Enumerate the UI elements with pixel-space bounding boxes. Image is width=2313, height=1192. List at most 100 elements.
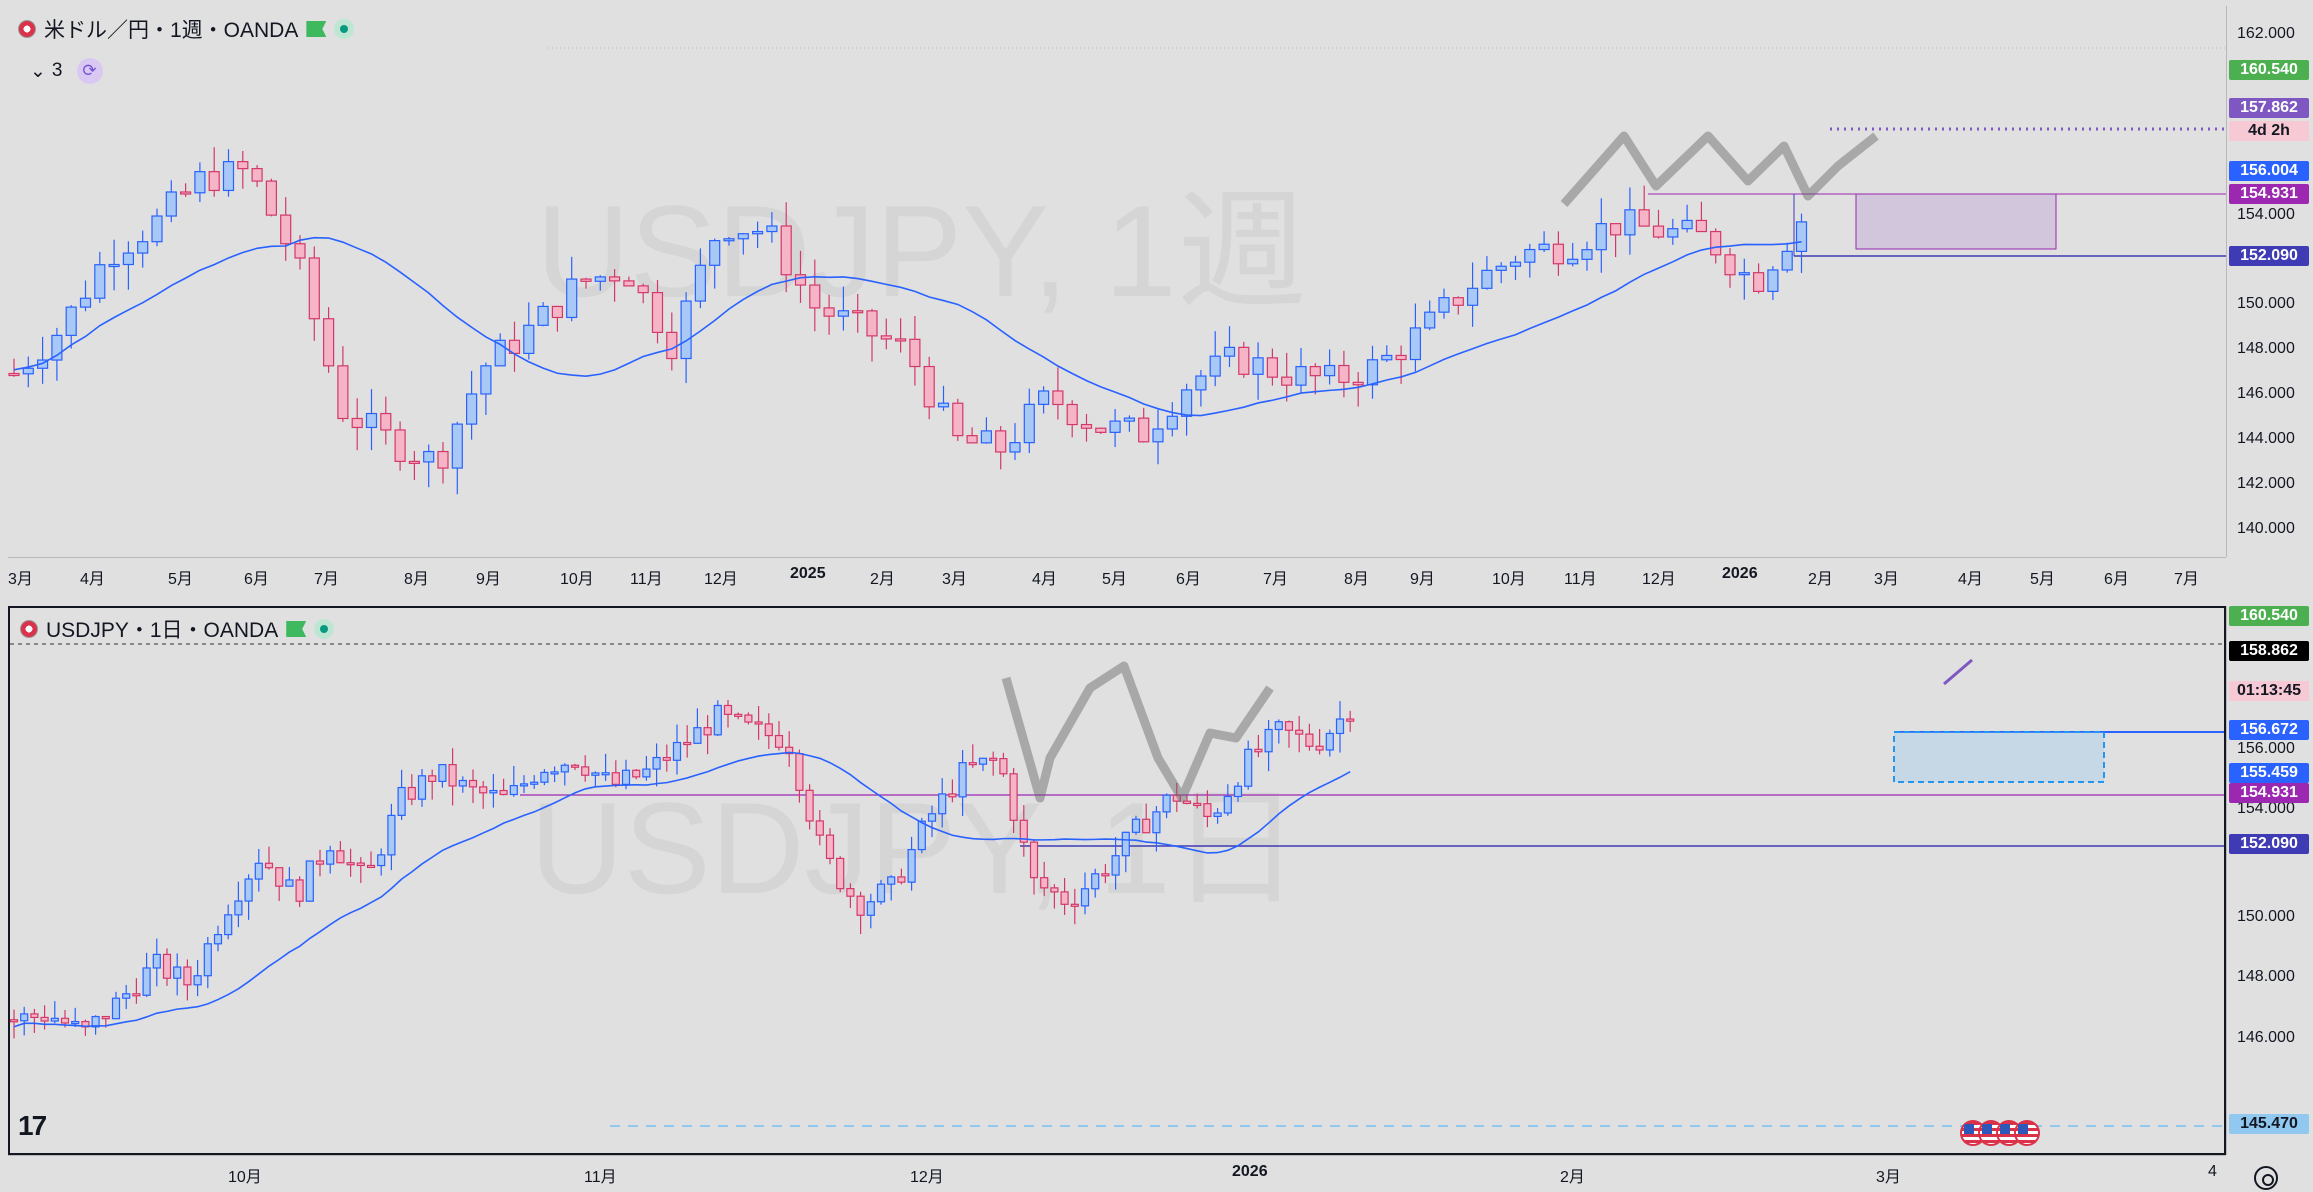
price-tag[interactable]: 156.004	[2229, 161, 2309, 181]
market-status-icon	[334, 19, 355, 39]
bearish-candle	[1652, 209, 1665, 239]
bearish-candle	[9, 1009, 19, 1039]
date-tick-label: 5月	[1102, 571, 1127, 588]
bullish-candle	[203, 936, 212, 989]
bearish-candle	[1193, 793, 1202, 809]
bullish-candle	[866, 893, 875, 929]
bullish-candle	[937, 385, 950, 411]
bearish-candle	[923, 356, 935, 420]
date-tick-label: 2026	[1722, 565, 1758, 582]
price-tick-label: 150.000	[2237, 908, 2295, 925]
bullish-candle	[224, 904, 233, 940]
price-tag[interactable]: 01:13:45	[2229, 681, 2309, 701]
bullish-candle	[423, 444, 435, 488]
bullish-candle	[601, 753, 610, 781]
currency-flag-icon	[18, 20, 36, 38]
demand-zone	[1893, 731, 2105, 783]
bullish-candle	[1274, 719, 1283, 744]
bullish-candle	[1109, 409, 1121, 447]
us-flag-icon[interactable]	[2014, 1120, 2040, 1146]
daily-time-axis[interactable]: 10月 11月 12月 2026 2月 3月 4	[8, 1155, 2226, 1192]
bullish-candle	[94, 251, 106, 303]
price-tag[interactable]: 157.862	[2229, 98, 2309, 118]
bullish-candle	[480, 362, 492, 415]
bearish-candle	[897, 868, 906, 885]
flag-icon[interactable]	[306, 21, 327, 37]
bearish-candle	[580, 277, 592, 289]
date-tick-label: 12月	[704, 571, 738, 588]
bearish-candle	[366, 851, 376, 869]
price-tag[interactable]: 160.540	[2229, 606, 2309, 626]
price-tag[interactable]: 154.931	[2229, 184, 2309, 204]
bearish-candle	[1305, 723, 1314, 751]
bearish-candle	[852, 293, 864, 333]
price-tag[interactable]: 155.459	[2229, 763, 2309, 783]
price-tag[interactable]: 145.470	[2229, 1114, 2309, 1134]
bullish-candle	[1009, 423, 1021, 461]
bearish-candle	[1254, 734, 1263, 758]
symbol-title[interactable]: USDJPY・1日・OANDA	[46, 619, 279, 642]
price-tag[interactable]: 152.090	[2229, 246, 2309, 266]
bullish-candle	[213, 925, 223, 952]
price-tag[interactable]: 160.540	[2229, 60, 2309, 80]
bullish-candle	[1121, 831, 1130, 873]
flag-icon[interactable]	[286, 621, 307, 637]
bearish-candle	[948, 779, 957, 803]
economic-events-icons[interactable]	[1960, 1120, 2040, 1146]
bearish-candle	[894, 318, 907, 353]
weekly-candles[interactable]	[8, 6, 2226, 557]
price-tag[interactable]: 4d 2h	[2229, 121, 2309, 141]
bearish-candle	[1309, 363, 1321, 395]
bullish-candle	[377, 848, 386, 876]
symbol-title[interactable]: 米ドル／円・1週・OANDA	[44, 19, 299, 42]
indicators-toggle[interactable]: ⌄ 3 ⟳	[30, 58, 103, 84]
daily-candles[interactable]	[9, 608, 2224, 1153]
bullish-candle	[1152, 409, 1164, 465]
bullish-candle	[1481, 256, 1493, 290]
price-tick-label: 154.000	[2237, 800, 2295, 817]
bullish-candle	[550, 766, 559, 783]
bearish-candle	[581, 755, 590, 782]
date-tick-label: 10月	[228, 1169, 262, 1186]
weekly-chart-pane[interactable]: USDJPY, 1週 米ドル／円・1週・OANDA ⌄ 3 ⟳	[8, 6, 2226, 557]
price-tag[interactable]: 152.090	[2229, 834, 2309, 854]
bullish-candle	[142, 952, 151, 997]
daily-chart-pane[interactable]: USDJPY, 1日 USDJPY・1日・OANDA	[8, 606, 2226, 1155]
date-tick-label: 4	[2208, 1163, 2217, 1180]
price-tag[interactable]: 158.862	[2229, 641, 2309, 661]
gear-icon[interactable]	[2254, 1166, 2278, 1190]
bearish-candle	[1752, 263, 1765, 294]
tradingview-logo[interactable]: 17	[18, 1110, 47, 1141]
moving-average-line	[13, 236, 1802, 417]
bullish-candle	[244, 874, 253, 920]
bearish-candle	[1315, 728, 1324, 755]
price-tick-label: 146.000	[2237, 385, 2295, 402]
weekly-price-axis[interactable]: 162.000 154.000 150.000 148.000 146.000 144.0…	[2226, 6, 2313, 557]
weekly-time-axis[interactable]: 3月 4月 5月 6月 7月 8月 9月 10月 11月 12月 2025 2月 3月 4月 5月 6月 7月 8…	[8, 557, 2226, 589]
daily-price-axis[interactable]: 156.000 154.000 150.000 148.000 146.000 160.5…	[2226, 606, 2313, 1155]
bullish-candle	[1037, 386, 1050, 414]
sync-icon[interactable]: ⟳	[76, 58, 103, 84]
bullish-candle	[591, 771, 600, 788]
chevron-down-icon[interactable]: ⌄	[30, 60, 46, 82]
bearish-candle	[81, 1019, 90, 1036]
bearish-candle	[809, 259, 821, 332]
symbol-legend[interactable]: USDJPY・1日・OANDA	[20, 614, 335, 644]
bullish-candle	[737, 232, 749, 255]
symbol-legend[interactable]: 米ドル／円・1週・OANDA	[18, 14, 355, 44]
bullish-candle	[50, 1001, 59, 1024]
bullish-candle	[417, 769, 427, 807]
bearish-candle	[723, 699, 733, 728]
date-tick-label: 7月	[2174, 571, 2199, 588]
bearish-candle	[952, 398, 964, 441]
bearish-candle	[437, 442, 449, 484]
bearish-candle	[237, 151, 249, 189]
bearish-candle	[966, 427, 978, 444]
price-tick-label: 156.000	[2237, 740, 2295, 757]
bearish-candle	[407, 774, 416, 806]
price-tag[interactable]: 154.931	[2229, 783, 2309, 803]
bearish-candle	[1346, 710, 1355, 732]
price-tag[interactable]: 156.672	[2229, 720, 2309, 740]
bullish-candle	[1381, 345, 1393, 363]
price-tick-label: 150.000	[2237, 295, 2295, 312]
